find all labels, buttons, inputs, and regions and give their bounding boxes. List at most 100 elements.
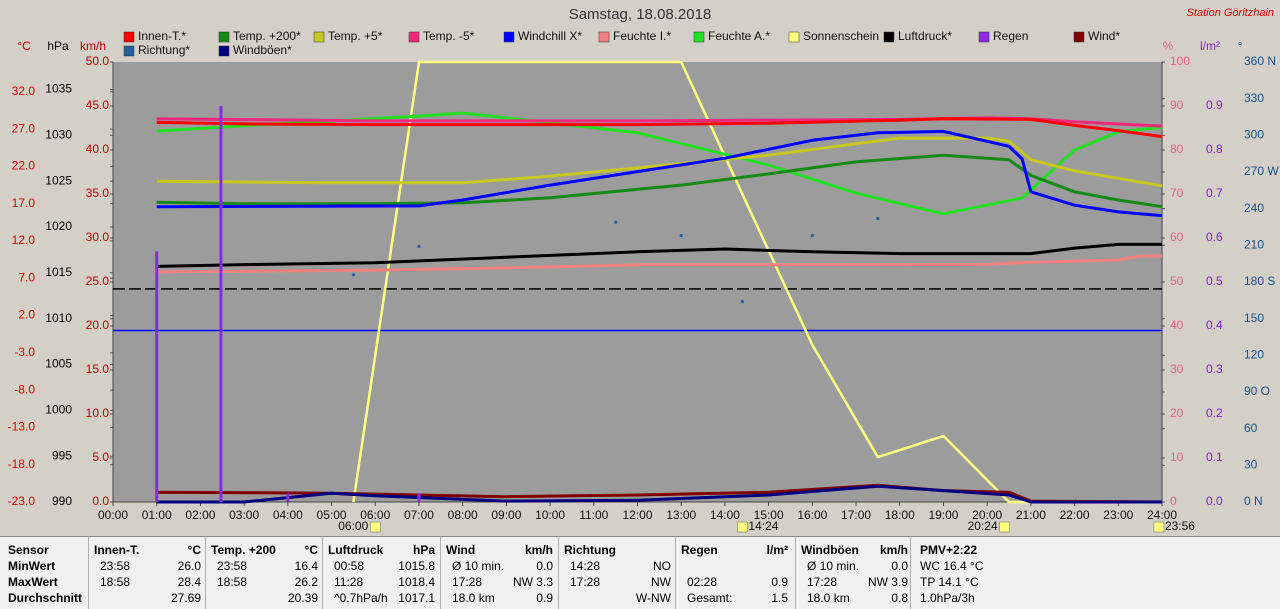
y-tick-label: 90 bbox=[1170, 98, 1184, 112]
y-tick-label: 2.0 bbox=[18, 308, 35, 322]
y-tick-label: -8.0 bbox=[14, 382, 35, 396]
legend-swatch bbox=[1073, 31, 1085, 43]
time-marker-label: 06:00 bbox=[338, 519, 368, 533]
y-tick-label: 1010 bbox=[45, 311, 72, 325]
column-unit: l/m² bbox=[766, 543, 788, 557]
cell-value: NW 3.3 bbox=[512, 575, 553, 589]
cell-label: 18.0 km bbox=[452, 591, 495, 605]
legend-label: Temp. +200* bbox=[233, 29, 301, 43]
row-label: MinWert bbox=[8, 559, 56, 573]
cell-label: 17:28 bbox=[807, 575, 838, 589]
cell-label: 18:58 bbox=[217, 575, 248, 589]
y-tick-label: 20.0 bbox=[86, 318, 110, 332]
direction-point bbox=[740, 299, 745, 304]
cell-value: WC 16.4 °C bbox=[920, 559, 984, 573]
x-tick-label: 24:00 bbox=[1147, 508, 1177, 522]
x-tick-label: 19:00 bbox=[928, 508, 958, 522]
y-tick-label: 70 bbox=[1170, 186, 1184, 200]
cell-value: 20.39 bbox=[287, 591, 318, 605]
y-tick-label: 0.3 bbox=[1206, 362, 1223, 376]
column-separator bbox=[88, 537, 89, 609]
direction-point bbox=[614, 220, 618, 224]
column-unit: °C bbox=[304, 543, 318, 557]
y-tick-label: 0.0 bbox=[92, 494, 109, 508]
column-unit: km/h bbox=[524, 543, 553, 557]
legend-label: Wind* bbox=[1088, 29, 1120, 43]
legend-swatch bbox=[883, 31, 895, 43]
legend-label: Temp. -5* bbox=[423, 29, 475, 43]
axis-label: l/m² bbox=[1200, 39, 1220, 53]
cell-value: 27.69 bbox=[170, 591, 201, 605]
series-line bbox=[156, 254, 1162, 274]
y-tick-label: 0 N bbox=[1244, 494, 1263, 508]
x-tick-label: 04:00 bbox=[273, 508, 303, 522]
cell-label: 14:28 bbox=[570, 559, 601, 573]
x-tick-label: 20:00 bbox=[972, 508, 1002, 522]
column-unit: hPa bbox=[412, 543, 435, 557]
y-tick-label: 210 bbox=[1244, 238, 1264, 252]
cell-value: W-NW bbox=[635, 591, 671, 605]
x-tick-label: 16:00 bbox=[797, 508, 827, 522]
x-tick-label: 06:00 bbox=[360, 508, 390, 522]
x-tick-label: 10:00 bbox=[535, 508, 565, 522]
column-title: PMV+2:22 bbox=[920, 543, 978, 557]
x-tick-label: 07:00 bbox=[404, 508, 434, 522]
cell-label: Ø 10 min. bbox=[452, 559, 505, 573]
legend-swatch bbox=[313, 31, 325, 43]
y-tick-label: 1005 bbox=[45, 357, 72, 371]
x-tick-label: 03:00 bbox=[229, 508, 259, 522]
y-tick-label: 1030 bbox=[45, 128, 72, 142]
y-tick-label: 240 bbox=[1244, 201, 1264, 215]
station-name: Station Göritzhain bbox=[1187, 7, 1274, 19]
column-separator bbox=[322, 537, 323, 609]
cell-value: 0.0 bbox=[536, 559, 553, 573]
cell-label: 23:58 bbox=[100, 559, 131, 573]
y-tick-label: 0.4 bbox=[1206, 318, 1223, 332]
y-tick-label: 0.5 bbox=[1206, 274, 1223, 288]
legend-label: Richtung* bbox=[138, 43, 190, 57]
y-tick-label: 0.0 bbox=[1206, 494, 1223, 508]
y-tick-label: 0.6 bbox=[1206, 230, 1223, 244]
y-tick-label: 150 bbox=[1244, 311, 1264, 325]
y-tick-label: 30 bbox=[1170, 362, 1184, 376]
y-tick-label: 20 bbox=[1170, 406, 1184, 420]
column-title: Richtung bbox=[564, 543, 616, 557]
column-unit: km/h bbox=[879, 543, 908, 557]
cell-value: 1.5 bbox=[771, 591, 788, 605]
y-tick-label: 15.0 bbox=[86, 362, 110, 376]
cell-label: 00:58 bbox=[334, 559, 365, 573]
legend-swatch bbox=[598, 31, 610, 43]
x-tick-label: 23:00 bbox=[1103, 508, 1133, 522]
y-tick-label: -3.0 bbox=[14, 345, 35, 359]
y-tick-label: 0.2 bbox=[1206, 406, 1223, 420]
legend-label: Windchill X* bbox=[518, 29, 582, 43]
y-tick-label: 80 bbox=[1170, 142, 1184, 156]
y-tick-label: 40.0 bbox=[86, 142, 110, 156]
cell-value: 0.0 bbox=[891, 559, 908, 573]
y-tick-label: 10 bbox=[1170, 450, 1184, 464]
x-tick-label: 11:00 bbox=[579, 508, 608, 522]
y-tick-label: 270 W bbox=[1244, 164, 1279, 178]
cell-value: 1.0hPa/3h bbox=[920, 591, 975, 605]
legend-swatch bbox=[123, 45, 135, 57]
series-line bbox=[156, 153, 1163, 209]
cell-value: 28.4 bbox=[177, 575, 201, 589]
y-tick-label: 50 bbox=[1170, 274, 1184, 288]
cell-label: 02:28 bbox=[687, 575, 718, 589]
cell-value: 1015.8 bbox=[398, 559, 435, 573]
cell-value: TP 14.1 °C bbox=[920, 575, 979, 589]
legend-label: Feuchte A.* bbox=[708, 29, 770, 43]
x-tick-label: 18:00 bbox=[885, 508, 915, 522]
y-tick-label: 180 S bbox=[1244, 274, 1275, 288]
series-line bbox=[156, 484, 1162, 504]
time-marker bbox=[370, 521, 381, 533]
x-tick-label: 00:00 bbox=[98, 508, 128, 522]
legend-label: Temp. +5* bbox=[328, 29, 383, 43]
cell-value: 26.2 bbox=[294, 575, 318, 589]
legend-label: Regen bbox=[993, 29, 1028, 43]
y-tick-label: -18.0 bbox=[8, 457, 36, 471]
x-tick-label: 05:00 bbox=[317, 508, 347, 522]
y-tick-label: 5.0 bbox=[92, 450, 109, 464]
legend-label: Sonnenschein bbox=[803, 29, 879, 43]
y-tick-label: 0.8 bbox=[1206, 142, 1223, 156]
